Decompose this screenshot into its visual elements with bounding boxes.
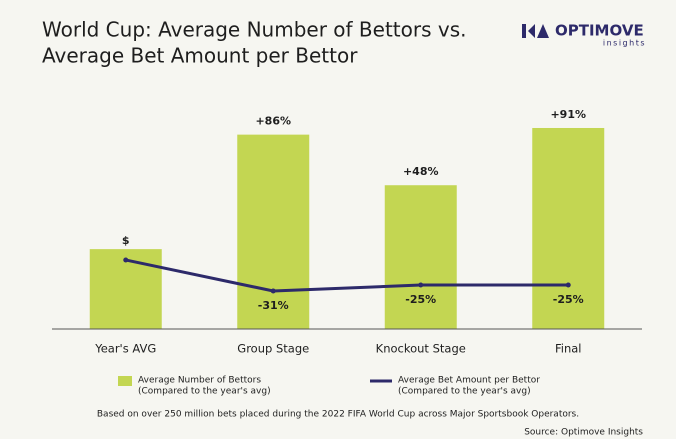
legend-label: (Compared to the year's avg) (398, 387, 531, 397)
line (125, 258, 569, 293)
value-label: +86% (255, 115, 291, 128)
legend-label: (Compared to the year's avg) (138, 387, 271, 397)
chart-title: World Cup: Average Number of Bettors vs. (42, 18, 466, 42)
x-tick-label: Final (555, 342, 582, 356)
annotation: $ (122, 234, 130, 247)
legend-swatch (118, 376, 132, 386)
line-point (123, 257, 129, 263)
value-label: +48% (403, 165, 439, 178)
bar (384, 185, 457, 329)
line-point (565, 282, 571, 288)
value-label: -25% (405, 293, 436, 306)
x-tick-label: Knockout Stage (376, 342, 466, 356)
line-point (418, 282, 424, 288)
x-tick-label: Group Stage (237, 342, 309, 356)
logo: OPTIMOVE insights (522, 22, 646, 48)
value-label: +91% (550, 108, 586, 121)
brand: OPTIMOVE (555, 22, 644, 40)
value-label: -25% (553, 293, 584, 306)
source: Source: Optimove Insights (524, 428, 643, 438)
value-label: -31% (258, 299, 289, 312)
line-point (270, 288, 276, 294)
logo-icon (522, 24, 526, 38)
footnote: Based on over 250 million bets placed du… (97, 410, 579, 420)
bar (532, 127, 605, 329)
legend-label: Average Bet Amount per Bettor (398, 376, 540, 386)
logo-icon (528, 24, 535, 38)
legend-label: Average Number of Bettors (138, 376, 261, 386)
x-tick-label: Year's AVG (94, 342, 156, 356)
logo-icon (537, 24, 549, 38)
chart-title: Average Bet Amount per Bettor (42, 44, 358, 68)
brand-sub: insights (603, 39, 646, 48)
bar (237, 134, 310, 329)
